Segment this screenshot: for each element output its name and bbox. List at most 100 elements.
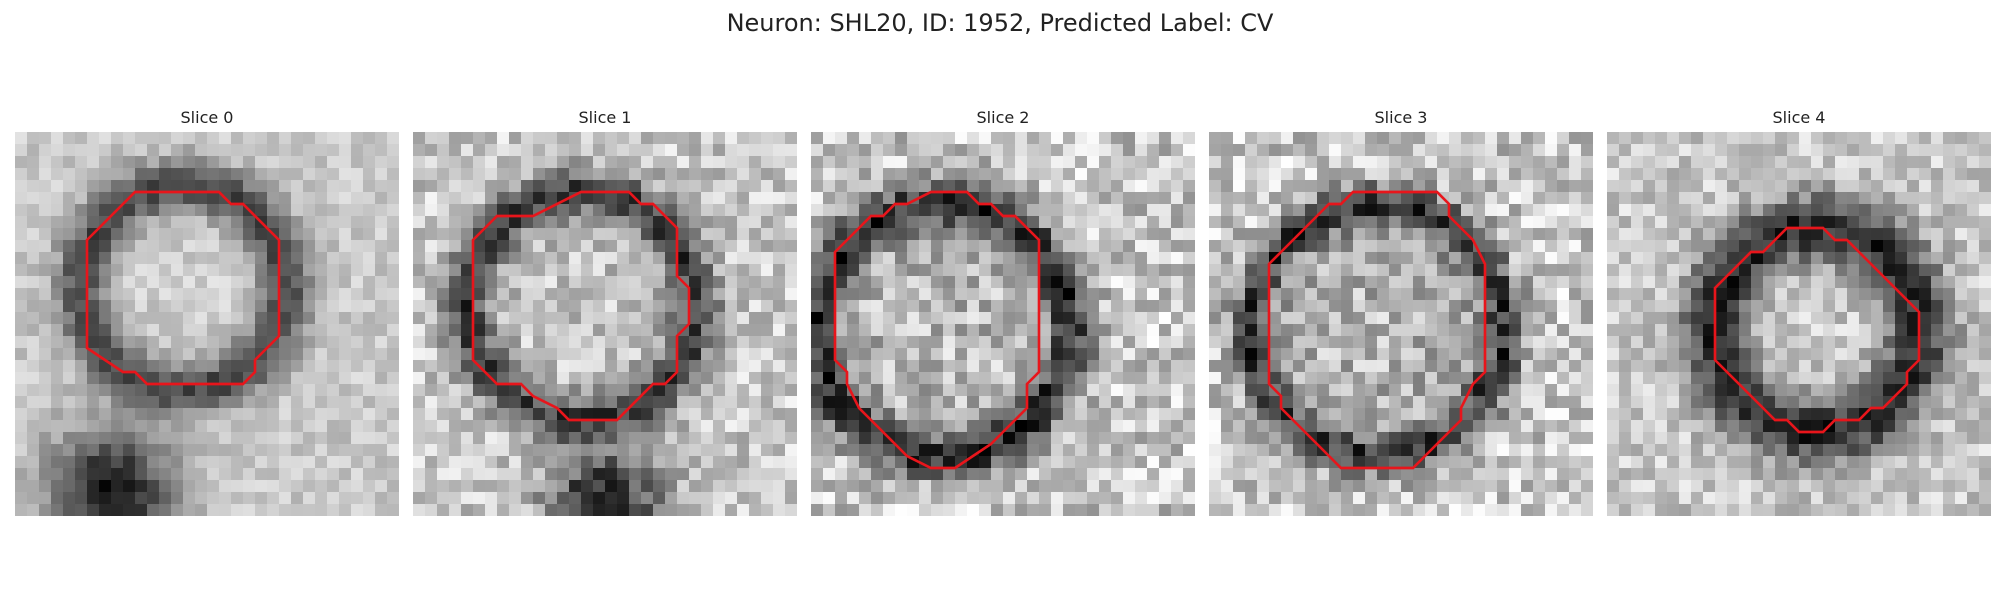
pixel [1087, 432, 1100, 445]
pixel [1245, 240, 1258, 253]
pixel [835, 168, 848, 181]
pixel [1739, 132, 1752, 145]
pixel [991, 240, 1004, 253]
pixel [195, 132, 208, 145]
pixel [641, 456, 654, 469]
pixel [159, 456, 172, 469]
pixel [1883, 384, 1896, 397]
pixel [449, 180, 462, 193]
pixel [15, 336, 28, 349]
pixel [39, 336, 52, 349]
pixel [943, 456, 956, 469]
pixel [1859, 240, 1872, 253]
pixel [1281, 432, 1294, 445]
pixel [1147, 180, 1160, 193]
pixel [413, 480, 426, 493]
pixel [1497, 348, 1510, 361]
pixel [1389, 288, 1402, 301]
pixel [1293, 132, 1306, 145]
pixel [1401, 480, 1414, 493]
pixel [1569, 432, 1582, 445]
pixel [99, 252, 112, 265]
pixel [1679, 408, 1692, 421]
pixel [485, 420, 498, 433]
pixel [1895, 396, 1908, 409]
pixel [1473, 408, 1486, 421]
pixel [291, 168, 304, 181]
pixel [219, 300, 232, 313]
pixel [943, 204, 956, 217]
pixel [569, 396, 582, 409]
pixel [27, 132, 40, 145]
pixel [1401, 300, 1414, 313]
pixel [895, 492, 908, 505]
pixel [871, 156, 884, 169]
pixel [255, 336, 268, 349]
pixel [291, 408, 304, 421]
pixel [1171, 324, 1184, 337]
pixel [1703, 384, 1716, 397]
pixel [413, 168, 426, 181]
pixel [919, 156, 932, 169]
pixel [1545, 492, 1558, 505]
pixel [1667, 396, 1680, 409]
pixel [907, 240, 920, 253]
pixel [1353, 168, 1366, 181]
pixel [1317, 492, 1330, 505]
pixel [1545, 252, 1558, 265]
pixel [1787, 252, 1800, 265]
pixel [1679, 312, 1692, 325]
pixel [473, 444, 486, 457]
pixel [737, 204, 750, 217]
pixel [195, 300, 208, 313]
pixel [509, 348, 522, 361]
pixel [485, 156, 498, 169]
pixel [1353, 492, 1366, 505]
pixel [1967, 240, 1980, 253]
pixel [605, 216, 618, 229]
pixel [1727, 168, 1740, 181]
pixel [1293, 456, 1306, 469]
pixel [1183, 492, 1195, 505]
pixel [207, 276, 220, 289]
pixel [617, 312, 630, 325]
pixel [1449, 456, 1462, 469]
pixel [339, 216, 352, 229]
pixel [1401, 252, 1414, 265]
pixel [1943, 168, 1956, 181]
pixel [485, 492, 498, 505]
pixel [1425, 456, 1438, 469]
pixel [123, 252, 136, 265]
pixel [51, 360, 64, 373]
pixel [1667, 384, 1680, 397]
pixel [1245, 192, 1258, 205]
pixel [1087, 348, 1100, 361]
pixel [883, 300, 896, 313]
pixel [387, 384, 399, 397]
pixel [1751, 348, 1764, 361]
pixel [243, 432, 256, 445]
pixel [883, 216, 896, 229]
pixel [1715, 180, 1728, 193]
pixel [713, 372, 726, 385]
pixel [339, 408, 352, 421]
pixel [1281, 468, 1294, 481]
pixel [1135, 408, 1148, 421]
pixel [63, 276, 76, 289]
pixel [279, 492, 292, 505]
pixel [1967, 324, 1980, 337]
pixel [497, 300, 510, 313]
pixel [1955, 384, 1968, 397]
pixel [195, 156, 208, 169]
pixel [1943, 360, 1956, 373]
pixel [689, 408, 702, 421]
pixel [1739, 432, 1752, 445]
pixel [883, 360, 896, 373]
pixel [1955, 360, 1968, 373]
pixel [1823, 264, 1836, 277]
pixel [111, 336, 124, 349]
pixel [1039, 288, 1052, 301]
pixel [605, 204, 618, 217]
pixel [1691, 372, 1704, 385]
pixel [1715, 252, 1728, 265]
